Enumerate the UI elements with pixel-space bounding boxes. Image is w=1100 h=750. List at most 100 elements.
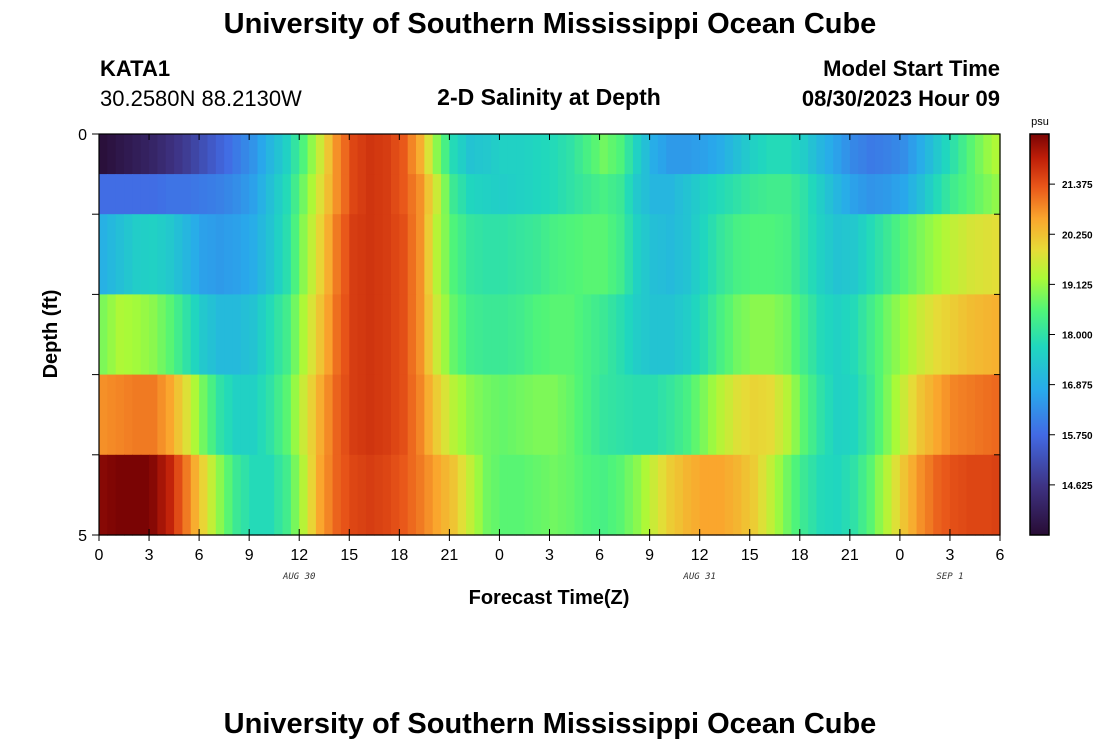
x-tick-label: 18 bbox=[791, 547, 809, 564]
heatmap-cell bbox=[883, 294, 893, 376]
heatmap-cell bbox=[290, 214, 300, 295]
heatmap-cell bbox=[841, 374, 851, 456]
heatmap-cell bbox=[541, 214, 551, 295]
heatmap-cell bbox=[566, 374, 576, 456]
heatmap-cell bbox=[182, 174, 192, 215]
heatmap-cell bbox=[582, 454, 592, 536]
heatmap-cell bbox=[758, 374, 767, 456]
heatmap-cell bbox=[849, 134, 859, 175]
footer-title: University of Southern Mississippi Ocean… bbox=[223, 708, 877, 740]
heatmap-cell bbox=[641, 374, 651, 456]
x-tick-label: 0 bbox=[95, 547, 104, 564]
heatmap-cell bbox=[991, 174, 1001, 215]
heatmap-cell bbox=[758, 454, 767, 536]
heatmap-cell bbox=[349, 134, 359, 175]
heatmap-cell bbox=[224, 174, 234, 215]
heatmap-cell bbox=[399, 294, 409, 376]
heatmap-cell bbox=[499, 454, 509, 536]
heatmap-cell bbox=[899, 374, 909, 456]
heatmap-cell bbox=[516, 454, 526, 536]
heatmap-cell bbox=[607, 454, 617, 536]
heatmap-cell bbox=[657, 374, 667, 456]
heatmap-cell bbox=[274, 174, 284, 215]
heatmap-cell bbox=[124, 454, 133, 536]
heatmap-cell bbox=[733, 374, 742, 456]
heatmap-cell bbox=[474, 454, 484, 536]
heatmap-cell bbox=[199, 214, 209, 295]
heatmap-cell bbox=[824, 294, 834, 376]
heatmap-cell bbox=[507, 174, 517, 215]
heatmap-cell bbox=[666, 294, 676, 376]
heatmap-cell bbox=[607, 214, 617, 295]
heatmap-cell bbox=[340, 214, 350, 295]
heatmap-cell bbox=[416, 454, 425, 536]
heatmap-cell bbox=[441, 294, 450, 376]
heatmap-cell bbox=[816, 174, 826, 215]
heatmap-cell bbox=[899, 454, 909, 536]
heatmap-cell bbox=[774, 294, 784, 376]
heatmap-cell bbox=[190, 174, 200, 215]
heatmap-cell bbox=[699, 214, 709, 295]
heatmap-cell bbox=[240, 454, 250, 536]
heatmap-cell bbox=[716, 454, 726, 536]
heatmap-cell bbox=[783, 214, 793, 295]
heatmap-cell bbox=[858, 134, 868, 175]
heatmap-cell bbox=[307, 294, 317, 376]
heatmap-cell bbox=[816, 214, 826, 295]
heatmap-cell bbox=[774, 374, 784, 456]
heatmap-cell bbox=[457, 214, 467, 295]
heatmap-cell bbox=[407, 174, 417, 215]
heatmap-cell bbox=[357, 374, 367, 456]
heatmap-cell bbox=[474, 134, 484, 175]
heatmap-cell bbox=[340, 374, 350, 456]
heatmap-cell bbox=[766, 374, 776, 456]
heatmap-cell bbox=[115, 374, 125, 456]
heatmap-cell bbox=[132, 214, 142, 295]
heatmap-cell bbox=[249, 214, 259, 295]
heatmap-cell bbox=[691, 374, 701, 456]
heatmap-cell bbox=[916, 374, 926, 456]
heatmap-cell bbox=[657, 214, 667, 295]
heatmap-cell bbox=[190, 374, 200, 456]
heatmap-cell bbox=[449, 214, 459, 295]
heatmap-cell bbox=[958, 374, 968, 456]
heatmap-cell bbox=[766, 294, 776, 376]
heatmap-cell bbox=[649, 214, 659, 295]
heatmap-cell bbox=[215, 374, 225, 456]
heatmap-cell bbox=[966, 174, 976, 215]
heatmap-cell bbox=[99, 134, 108, 175]
heatmap-cell bbox=[691, 454, 701, 536]
heatmap-cell bbox=[599, 214, 609, 295]
heatmap-cell bbox=[324, 214, 334, 295]
heatmap-cell bbox=[232, 454, 242, 536]
x-tick-label: 3 bbox=[545, 547, 554, 564]
heatmap-cell bbox=[858, 294, 868, 376]
heatmap-cell bbox=[791, 294, 801, 376]
heatmap-cell bbox=[933, 374, 943, 456]
heatmap-cell bbox=[883, 134, 893, 175]
heatmap-cell bbox=[991, 134, 1001, 175]
heatmap-cell bbox=[432, 454, 442, 536]
heatmap-cell bbox=[190, 134, 200, 175]
heatmap-cell bbox=[315, 374, 325, 456]
heatmap-cell bbox=[708, 174, 717, 215]
heatmap-cell bbox=[424, 174, 434, 215]
heatmap-cell bbox=[958, 294, 968, 376]
heatmap-cell bbox=[574, 214, 584, 295]
heatmap-cell bbox=[516, 294, 526, 376]
heatmap-cell bbox=[207, 174, 217, 215]
heatmap-cell bbox=[849, 374, 859, 456]
heatmap-cell bbox=[849, 294, 859, 376]
heatmap-cell bbox=[199, 294, 209, 376]
heatmap-cell bbox=[199, 174, 209, 215]
y-axis-title: Depth (ft) bbox=[40, 290, 62, 379]
heatmap-cell bbox=[132, 294, 142, 376]
heatmap-cell bbox=[516, 374, 526, 456]
heatmap-cell bbox=[407, 454, 417, 536]
heatmap-cell bbox=[182, 214, 192, 295]
heatmap-cell bbox=[666, 374, 676, 456]
heatmap-cell bbox=[290, 374, 300, 456]
heatmap-cell bbox=[474, 214, 484, 295]
heatmap-cell bbox=[632, 134, 642, 175]
